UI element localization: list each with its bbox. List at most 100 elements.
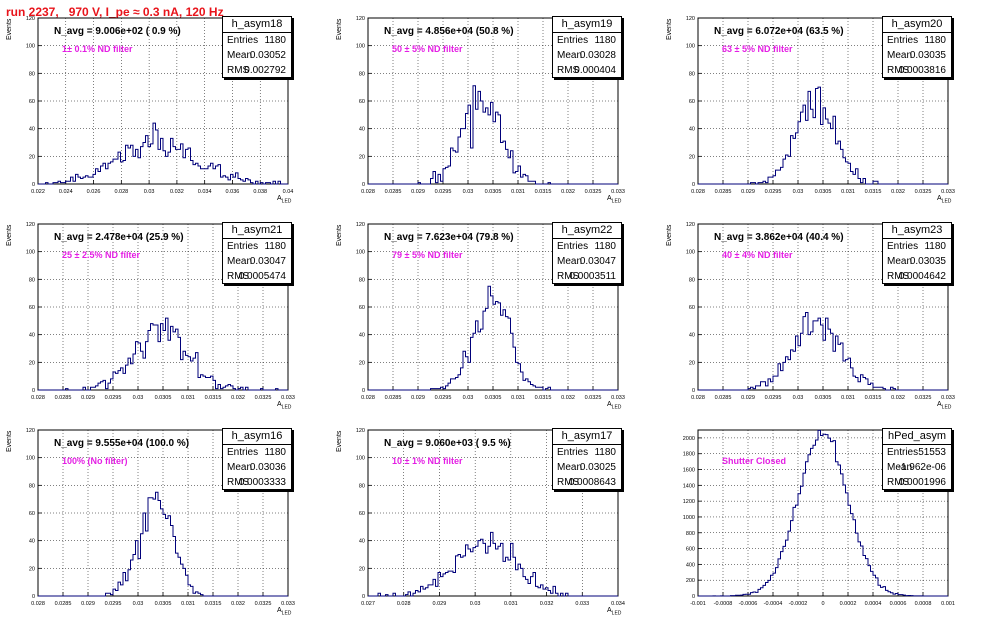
stats-box: h_asym18 Entries 1180 Mean 0.03052 RMS 0.00279… <box>222 16 292 78</box>
x-tick-label: 0.0305 <box>815 395 832 401</box>
stats-value: 0.03035 <box>909 256 946 267</box>
x-tick-label: 0.029 <box>411 189 425 195</box>
histogram-line <box>368 85 618 185</box>
y-tick-label: 0 <box>32 388 35 394</box>
y-tick-label: 60 <box>29 99 35 105</box>
histogram-panel-h_asym18: 0.022 0.024 0.026 0.028 0.03 0.032 0.034 0.036 0… <box>0 16 320 216</box>
histogram-line <box>368 531 618 597</box>
y-tick-label: 60 <box>359 305 365 311</box>
x-axis-title-sub: LED <box>611 404 622 411</box>
stats-box: h_asym23 Entries 1180 Mean 0.03035 RMS 0.00046… <box>882 222 952 284</box>
navg-label: N_avg = 2.478e+04 (25.9 %) <box>54 232 184 243</box>
x-axis-title: ALED <box>937 401 951 410</box>
y-tick-label: 60 <box>689 305 695 311</box>
navg-label: N_avg = 9.006e+02 ( 0.9 %) <box>54 26 181 37</box>
stats-value: 0.0003816 <box>898 65 946 76</box>
y-tick-label: 0 <box>32 594 35 600</box>
x-tick-label: 0.0295 <box>435 395 452 401</box>
x-tick-label: 0.028 <box>31 395 45 401</box>
y-tick-label: 40 <box>29 333 35 339</box>
stats-label: Entries <box>227 447 259 458</box>
stats-label: Mean <box>887 50 913 61</box>
stats-value: 1180 <box>594 447 616 458</box>
y-tick-label: 80 <box>29 277 35 283</box>
x-tick-label: 0.04 <box>283 189 294 195</box>
stats-value: 51553 <box>918 447 946 458</box>
stats-row: Entries 1180 <box>553 445 621 460</box>
stats-label: Entries <box>887 447 919 458</box>
histogram-plot-h_asym16: 0.028 0.0285 0.029 0.0295 0.03 0.0305 0.031 0.0… <box>26 428 295 607</box>
stats-value: 0.0003333 <box>238 477 286 488</box>
x-tick-label: 0.0315 <box>535 189 552 195</box>
x-tick-label: 0.031 <box>511 189 525 195</box>
x-axis-title: ALED <box>937 195 951 204</box>
stats-row: RMS 0.0003816 <box>883 63 951 78</box>
y-tick-label: 0 <box>692 182 695 188</box>
x-axis-title-sub: LED <box>281 198 292 205</box>
y-tick-label: 800 <box>686 531 695 537</box>
x-tick-label: 0.0295 <box>765 189 782 195</box>
x-tick-label: 0.032 <box>891 395 905 401</box>
stats-label: Mean <box>557 50 583 61</box>
y-axis-title: Events <box>6 430 13 452</box>
stats-value: 1180 <box>594 35 616 46</box>
navg-label: N_avg = 7.623e+04 (79.8 %) <box>384 232 514 243</box>
x-tick-label: 0.024 <box>59 189 73 195</box>
y-tick-label: 100 <box>26 44 35 50</box>
y-tick-label: 60 <box>29 305 35 311</box>
stats-label: RMS <box>887 271 910 282</box>
x-tick-label: 0.031 <box>511 395 525 401</box>
y-tick-label: 1800 <box>683 452 695 458</box>
x-tick-label: 0.028 <box>31 601 45 607</box>
x-tick-label: 0.034 <box>198 189 212 195</box>
stats-row: Entries 1180 <box>553 239 621 254</box>
stats-row: RMS 0.0008643 <box>553 475 621 490</box>
filter-label: 1± 0.1% ND filter <box>62 44 133 54</box>
y-tick-label: 120 <box>356 428 365 434</box>
navg-label: N_avg = 9.060e+03 ( 9.5 %) <box>384 438 511 449</box>
filter-label: 50 ± 5% ND filter <box>392 44 463 54</box>
y-tick-label: 120 <box>26 428 35 434</box>
histogram-line <box>698 429 948 597</box>
x-tick-label: 0.0006 <box>890 601 907 607</box>
y-tick-label: 80 <box>359 277 365 283</box>
histogram-line <box>368 285 618 391</box>
x-axis-title: ALED <box>277 607 291 616</box>
y-tick-label: 1000 <box>683 515 695 521</box>
x-tick-label: 0.033 <box>611 189 625 195</box>
x-axis-title-sub: LED <box>281 610 292 617</box>
y-tick-label: 80 <box>689 71 695 77</box>
x-tick-label: 0.026 <box>87 189 101 195</box>
x-axis-title-sub: LED <box>941 198 952 205</box>
histogram-line <box>38 122 288 185</box>
y-tick-label: 40 <box>29 539 35 545</box>
y-axis-title: Events <box>336 224 343 246</box>
x-tick-label: 0.029 <box>433 601 447 607</box>
x-tick-label: -0.0006 <box>739 601 758 607</box>
stats-row: Entries 1180 <box>223 33 291 48</box>
x-tick-label: 0.0002 <box>840 601 857 607</box>
y-tick-label: 100 <box>356 250 365 256</box>
x-tick-label: 0.0285 <box>55 395 72 401</box>
y-tick-label: 80 <box>359 71 365 77</box>
stats-value: 1180 <box>924 35 946 46</box>
y-tick-label: 20 <box>689 154 695 160</box>
x-tick-label: 0.028 <box>361 395 375 401</box>
histogram-panel-h_asym19: 0.028 0.0285 0.029 0.0295 0.03 0.0305 0.031 0.0… <box>330 16 650 216</box>
x-tick-label: 0.031 <box>841 395 855 401</box>
stats-value: 0.03028 <box>579 50 616 61</box>
x-tick-label: 0.0305 <box>485 395 502 401</box>
y-axis-title: Events <box>336 18 343 40</box>
stats-box-title: hPed_asym <box>883 429 951 445</box>
x-tick-label: 0.0004 <box>865 601 882 607</box>
x-tick-label: 0.032 <box>231 601 245 607</box>
stats-label: RMS <box>557 271 580 282</box>
filter-label: 63 ± 5% ND filter <box>722 44 793 54</box>
histogram-panel-h_asym16: 0.028 0.0285 0.029 0.0295 0.03 0.0305 0.031 0.0… <box>0 428 320 628</box>
x-axis-title-main: A <box>607 195 612 202</box>
stats-value: 1180 <box>594 241 616 252</box>
stats-row: RMS 0.0004642 <box>883 269 951 284</box>
x-tick-label: 0.033 <box>575 601 589 607</box>
y-tick-label: 400 <box>686 562 695 568</box>
stats-box-title: h_asym18 <box>223 17 291 33</box>
